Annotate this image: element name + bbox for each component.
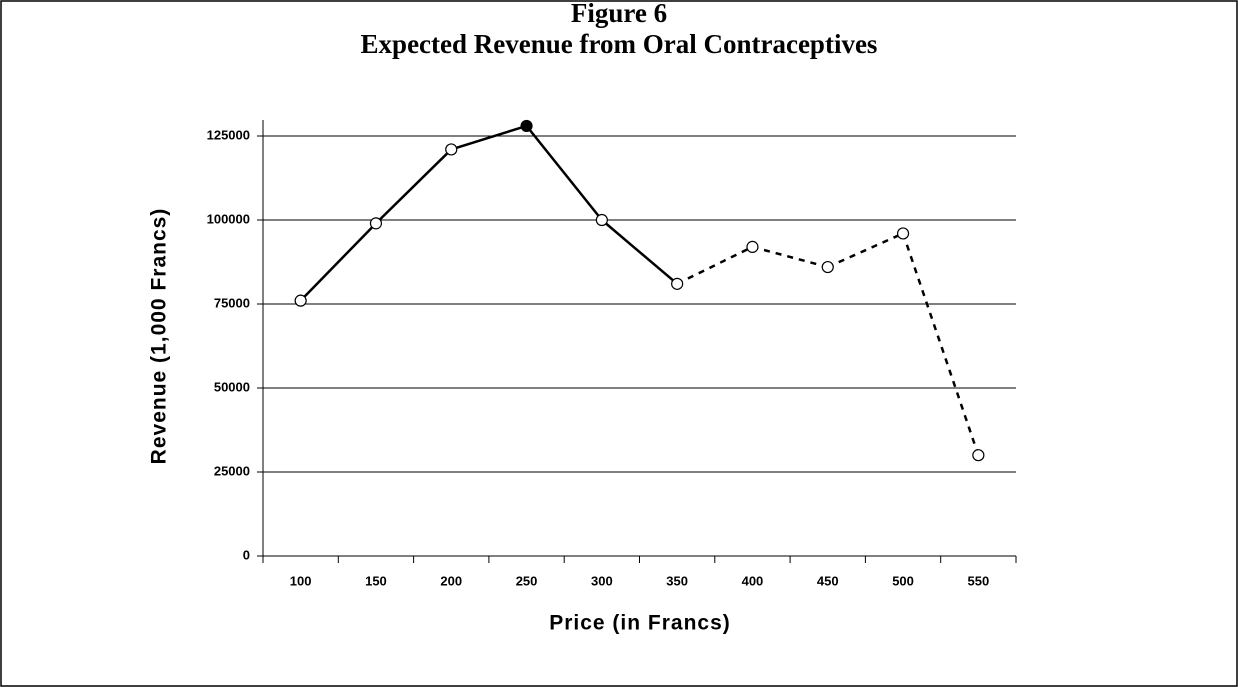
line-segment (375, 148, 453, 225)
x-tick-label: 250 (516, 573, 538, 588)
x-tick-label: 350 (666, 573, 688, 588)
y-tick-label: 100000 (207, 211, 250, 226)
x-tick-label: 500 (892, 573, 914, 588)
x-axis-label: Price (in Francs) (549, 612, 731, 635)
data-point (972, 449, 985, 462)
y-tick-label: 25000 (214, 463, 250, 478)
x-tick-label: 100 (290, 573, 312, 588)
data-point (520, 119, 533, 133)
line-segment (450, 124, 527, 151)
line-segment (752, 245, 829, 269)
line-segment (676, 245, 754, 285)
y-tick-label: 125000 (207, 127, 250, 142)
data-point (294, 294, 307, 307)
chart-subtitle: Expected Revenue from Oral Contraceptive… (361, 29, 878, 59)
data-point (445, 143, 458, 156)
data-point (896, 227, 910, 240)
x-tick-label: 150 (365, 573, 387, 588)
x-tick-label: 550 (967, 573, 989, 588)
data-point (595, 213, 608, 227)
data-point (671, 277, 684, 290)
data-point (369, 217, 383, 230)
line-segment (299, 222, 377, 302)
x-tick-label: 400 (742, 573, 764, 588)
x-tick-label: 300 (591, 573, 613, 588)
line-segment (827, 232, 904, 269)
y-tick-label: 50000 (214, 379, 250, 394)
line-segment (901, 233, 980, 456)
x-tick-label: 450 (817, 573, 839, 588)
y-tick-label: 75000 (214, 295, 250, 310)
data-point (821, 260, 834, 274)
chart-title: Figure 6 (571, 0, 667, 28)
y-axis-label: Revenue (1,000 Francs) (148, 208, 171, 465)
data-point (746, 240, 759, 253)
line-segment (601, 219, 678, 285)
y-tick-label: 0 (243, 547, 250, 562)
x-tick-label: 200 (440, 573, 462, 588)
line-segment (525, 125, 603, 221)
